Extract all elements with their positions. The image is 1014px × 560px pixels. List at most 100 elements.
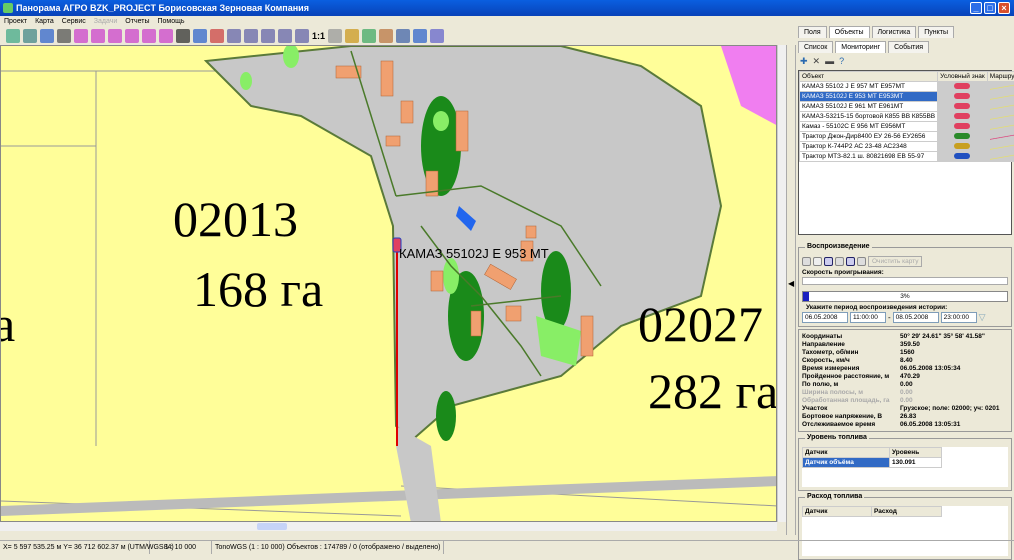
scrollbar-thumb[interactable] bbox=[257, 523, 287, 530]
tab-4[interactable]: Пункты bbox=[918, 26, 954, 38]
tab-1[interactable]: Список bbox=[798, 41, 833, 53]
forward-button[interactable] bbox=[857, 257, 866, 266]
col-header[interactable]: Маршрут bbox=[987, 72, 1014, 82]
marker-add-icon[interactable] bbox=[142, 29, 156, 43]
zoom-extent-icon[interactable] bbox=[244, 29, 258, 43]
zoom-in-icon[interactable] bbox=[295, 29, 309, 43]
info-label: Время измерения bbox=[802, 365, 900, 372]
date-to-picker[interactable]: 08.05.2008 bbox=[893, 312, 939, 323]
marker-right-icon[interactable] bbox=[125, 29, 139, 43]
info-label: Отслеживаемое время bbox=[802, 421, 900, 428]
tab-1[interactable]: Поля bbox=[798, 26, 827, 38]
menu-item[interactable]: Проект bbox=[4, 16, 27, 27]
layers-icon[interactable] bbox=[6, 29, 20, 43]
marker-icon[interactable] bbox=[74, 29, 88, 43]
pink-zone bbox=[721, 46, 777, 126]
menu-item[interactable]: Сервис bbox=[62, 16, 86, 27]
help-icon[interactable]: ? bbox=[839, 56, 844, 67]
date-from-picker[interactable]: 06.05.2008 bbox=[802, 312, 848, 323]
speed-slider[interactable] bbox=[802, 277, 1008, 285]
tab-3[interactable]: Логистика bbox=[872, 26, 917, 38]
table-row[interactable]: Трактор МТЗ-82.1 ш. 80821698 ЕВ 55-97 bbox=[800, 152, 1014, 162]
col-header[interactable]: Условный знак bbox=[938, 72, 988, 82]
marker-check-icon[interactable] bbox=[159, 29, 173, 43]
table-row[interactable]: КАМАЗ 55102J Е 961 МТ Е961МТ bbox=[800, 102, 1014, 112]
table-row[interactable]: КАМАЗ 55102J Е 953 МТ Е953МТ bbox=[800, 92, 1014, 102]
sensor-cell: Датчик объёма bbox=[803, 458, 890, 468]
info-value: 06.05.2008 13:05:34 bbox=[900, 365, 1008, 372]
select-rect-icon[interactable] bbox=[227, 29, 241, 43]
scale-icon[interactable] bbox=[328, 29, 342, 43]
tab-3[interactable]: События bbox=[888, 41, 929, 53]
remove-icon[interactable]: ▬ bbox=[825, 56, 834, 67]
zoom-out-icon[interactable] bbox=[278, 29, 292, 43]
monitor-icon[interactable] bbox=[193, 29, 207, 43]
route-icon[interactable] bbox=[413, 29, 427, 43]
table-row[interactable]: Трактор Джон-Дир8400 ЕУ 26-56 ЕУ2656 bbox=[800, 132, 1014, 142]
database-icon[interactable] bbox=[23, 29, 37, 43]
symbol-cell bbox=[938, 132, 988, 142]
menu-item[interactable]: Помощь bbox=[158, 16, 185, 27]
menu-item[interactable]: Карта bbox=[35, 16, 54, 27]
road-south bbox=[396, 426, 441, 522]
window-icon[interactable] bbox=[57, 29, 71, 43]
fuel-use-title: Расход топлива bbox=[805, 493, 864, 500]
pause-button[interactable] bbox=[835, 257, 844, 266]
map-view[interactable]: КАМАЗ 55102J Е 953 МТ 02013 168 га 02027… bbox=[0, 45, 777, 522]
record-button[interactable] bbox=[846, 257, 855, 266]
table-row[interactable]: Камаз - 55102С Е 956 МТ Е956МТ bbox=[800, 122, 1014, 132]
camera-icon[interactable] bbox=[176, 29, 190, 43]
filter-icon[interactable]: ▽ bbox=[979, 312, 986, 323]
print-icon[interactable] bbox=[379, 29, 393, 43]
collapse-arrow-icon[interactable]: ◀ bbox=[788, 279, 794, 288]
table-row[interactable]: Трактор К-744Р2 АС 23-48 АС2348 bbox=[800, 142, 1014, 152]
col-header[interactable]: Объект bbox=[800, 72, 938, 82]
edit-icon[interactable] bbox=[362, 29, 376, 43]
fuel-level-title: Уровень топлива bbox=[805, 434, 869, 441]
table-row[interactable]: КАМАЗ 55102 J Е 957 МТ Е957МТ bbox=[800, 82, 1014, 92]
globe-icon[interactable] bbox=[40, 29, 54, 43]
symbol-cell bbox=[938, 152, 988, 162]
clear-map-button[interactable]: Очистить карту bbox=[868, 256, 922, 267]
info-label: Тахометр, об/мин bbox=[802, 349, 900, 356]
rewind-button[interactable] bbox=[802, 257, 811, 266]
maximize-button[interactable]: □ bbox=[984, 2, 996, 14]
delete-icon[interactable]: ✕ bbox=[813, 56, 821, 67]
hand-icon[interactable] bbox=[345, 29, 359, 43]
vehicles-icon[interactable] bbox=[210, 29, 224, 43]
minimize-button[interactable]: _ bbox=[970, 2, 982, 14]
close-button[interactable]: × bbox=[998, 2, 1010, 14]
map-horizontal-scrollbar[interactable] bbox=[0, 522, 777, 531]
scale-1-1-button[interactable]: 1:1 bbox=[312, 31, 325, 41]
status-scale: 1 : 10 000 bbox=[150, 541, 212, 554]
field-number: 02013 bbox=[173, 191, 298, 247]
add-icon[interactable]: ✚ bbox=[800, 56, 808, 67]
paint-icon[interactable] bbox=[396, 29, 410, 43]
stop-button[interactable] bbox=[813, 257, 822, 266]
info-value: 0.00 bbox=[900, 389, 1008, 396]
map-vertical-scrollbar[interactable] bbox=[777, 45, 786, 522]
marker-a-icon[interactable] bbox=[91, 29, 105, 43]
zoom-icon[interactable] bbox=[261, 29, 275, 43]
tab-2[interactable]: Мониторинг bbox=[835, 41, 886, 53]
period-label: Укажите период воспроизведения истории: bbox=[806, 304, 1008, 311]
menu-item[interactable]: Отчеты bbox=[125, 16, 149, 27]
panel-splitter[interactable]: ◀ bbox=[786, 45, 796, 535]
table-row[interactable]: КАМАЗ-53215-15 бортовой К855 ВВ К855ВВ bbox=[800, 112, 1014, 122]
time-to-field[interactable]: 23:00:00 bbox=[941, 312, 977, 323]
vehicle-symbol-icon bbox=[954, 103, 970, 109]
time-from-field[interactable]: 11:00:00 bbox=[850, 312, 886, 323]
search-icon[interactable] bbox=[430, 29, 444, 43]
vehicle-symbol-icon bbox=[954, 123, 970, 129]
play-button[interactable] bbox=[824, 257, 833, 266]
tab-2[interactable]: Объекты bbox=[829, 26, 870, 38]
marker-left-icon[interactable] bbox=[108, 29, 122, 43]
field-area-partial: а bbox=[1, 296, 15, 352]
vehicle-symbol-icon bbox=[954, 83, 970, 89]
